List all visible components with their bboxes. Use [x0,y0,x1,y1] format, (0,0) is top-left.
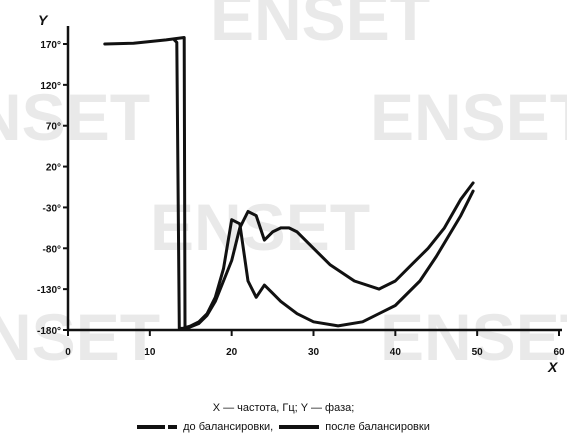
y-tick-label: -80° [43,244,61,255]
y-tick-label: 170° [40,40,61,51]
x-tick-label: 20 [226,347,238,358]
watermark-text: ENSET [210,0,430,54]
caption-axes-description: X — частота, Гц; Y — фаза; [212,402,355,414]
series-after-balancing-line [172,38,475,330]
x-tick-label: 30 [308,347,320,358]
legend-swatch-after [279,425,320,429]
y-tick-label: 120° [40,81,61,92]
x-tick-label: 0 [65,347,71,358]
legend-swatch-before [137,425,178,429]
x-tick-label: 60 [553,347,565,358]
legend-label-after: после балансировки [325,421,430,433]
x-tick-label: 50 [472,347,484,358]
watermark-layer: ENSET ENSET ENSET ENSET ENSET ENSET [0,0,567,374]
y-tick-label: -130° [37,285,61,296]
y-axis-label: Y [38,12,49,28]
y-tick-label: 70° [46,122,61,133]
x-tick-label: 40 [390,347,402,358]
y-tick-label: -30° [43,203,61,214]
legend: до балансировки, после балансировки [0,421,567,433]
watermark-text: ENSET [370,80,567,154]
legend-label-before: до балансировки, [183,421,274,433]
watermark-text: ENSET [380,300,567,374]
watermark-text: ENSET [0,80,150,154]
phase-chart: ENSET ENSET ENSET ENSET ENSET ENSET Y X 1… [0,0,567,375]
y-tick-label: 20° [46,163,61,174]
watermark-text: ENSET [0,300,160,374]
x-tick-label: 10 [144,347,156,358]
ticks: 170° 120° 70° 20° -30° -80° -130° -180° 0 10 20 30 4… [37,40,565,358]
y-tick-label: -180° [37,326,61,337]
series-layer [103,36,475,330]
x-axis-label: X [547,359,559,375]
